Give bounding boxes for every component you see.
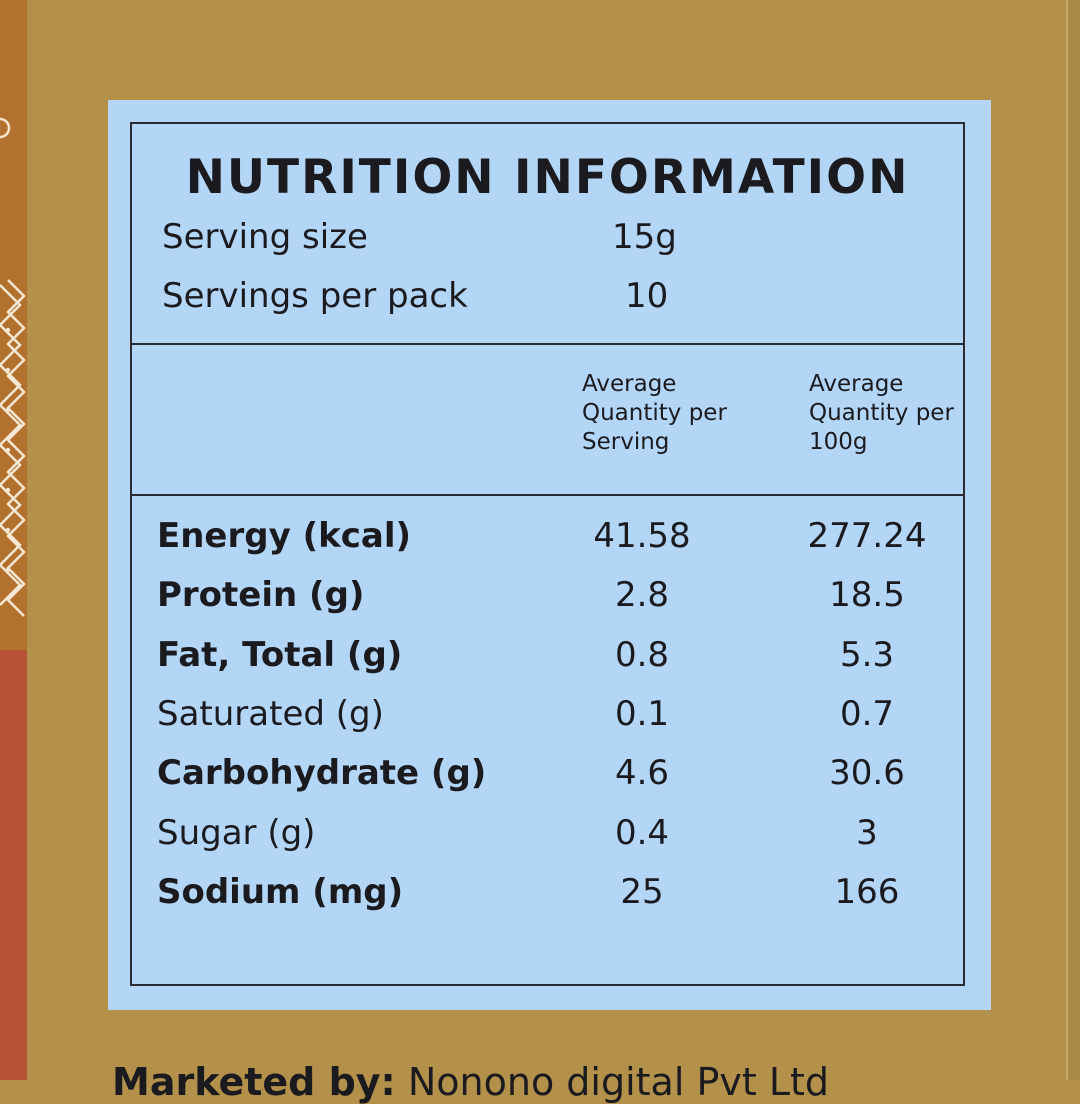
nutrient-label: Protein (g): [157, 575, 365, 616]
nutrition-panel: [108, 100, 991, 1010]
nutrient-label: Energy (kcal): [157, 516, 412, 556]
marketed-by-value: Nonono digital Pvt Ltd: [407, 1060, 830, 1104]
nutrient-row: Sodium (mg) 25 166: [132, 872, 963, 922]
nutrient-per-serving: 0.1: [614, 693, 670, 734]
nutrient-row: Fat, Total (g) 0.8 5.3: [132, 635, 963, 685]
nutrient-label: Sodium (mg): [157, 871, 404, 912]
marketed-by-label: Marketed by:: [112, 1060, 396, 1104]
nutrition-title: NUTRITION INFORMATION: [185, 150, 910, 205]
serving-size-value: 15g: [612, 217, 677, 257]
package-edge: [1066, 0, 1080, 1080]
nutrient-row: Carbohydrate (g) 4.6 30.6: [132, 753, 963, 803]
nutrient-per-100g: 30.6: [829, 753, 905, 794]
pattern-decoration: [0, 117, 26, 617]
nutrient-per-100g: 18.5: [829, 575, 905, 616]
nutrient-per-serving: 41.58: [593, 516, 691, 556]
nutrient-label: Fat, Total (g): [157, 634, 403, 675]
nutrient-per-serving: 25: [620, 871, 664, 912]
nutrition-table: NUTRITION INFORMATION Serving size 15g S…: [130, 122, 965, 986]
serving-size-label: Serving size: [162, 217, 368, 257]
nutrient-label: Carbohydrate (g): [157, 753, 487, 794]
marketed-by-line: Marketed by: Nonono digital Pvt Ltd: [112, 1060, 829, 1104]
nutrient-row: Protein (g) 2.8 18.5: [132, 575, 963, 625]
column-header-per-100g: Average Quantity per 100g: [809, 371, 954, 455]
nutrient-per-100g: 5.3: [839, 634, 895, 675]
decorative-strip-bottom: [0, 650, 27, 1080]
divider: [132, 343, 963, 345]
nutrient-per-100g: 166: [834, 871, 900, 912]
nutrient-label: Sugar (g): [157, 812, 316, 853]
nutrient-per-100g: 0.7: [839, 693, 895, 734]
nutrient-per-serving: 0.4: [614, 812, 670, 853]
nutrient-per-100g: 277.24: [807, 516, 927, 556]
nutrient-per-serving: 4.6: [614, 753, 670, 794]
servings-per-pack-label: Servings per pack: [162, 276, 468, 316]
nutrient-label: Saturated (g): [157, 693, 384, 734]
nutrient-per-100g: 3: [856, 812, 878, 853]
column-header-per-serving: Average Quantity per Serving: [582, 371, 727, 455]
nutrient-row: Saturated (g) 0.1 0.7: [132, 694, 963, 744]
divider: [132, 494, 963, 496]
nutrient-row: Energy (kcal) 41.58 277.24: [132, 516, 963, 566]
nutrient-per-serving: 0.8: [614, 634, 670, 675]
nutrient-row: Sugar (g) 0.4 3: [132, 813, 963, 863]
servings-per-pack-value: 10: [625, 276, 669, 316]
nutrient-per-serving: 2.8: [614, 575, 670, 616]
decorative-strip: [0, 0, 27, 650]
